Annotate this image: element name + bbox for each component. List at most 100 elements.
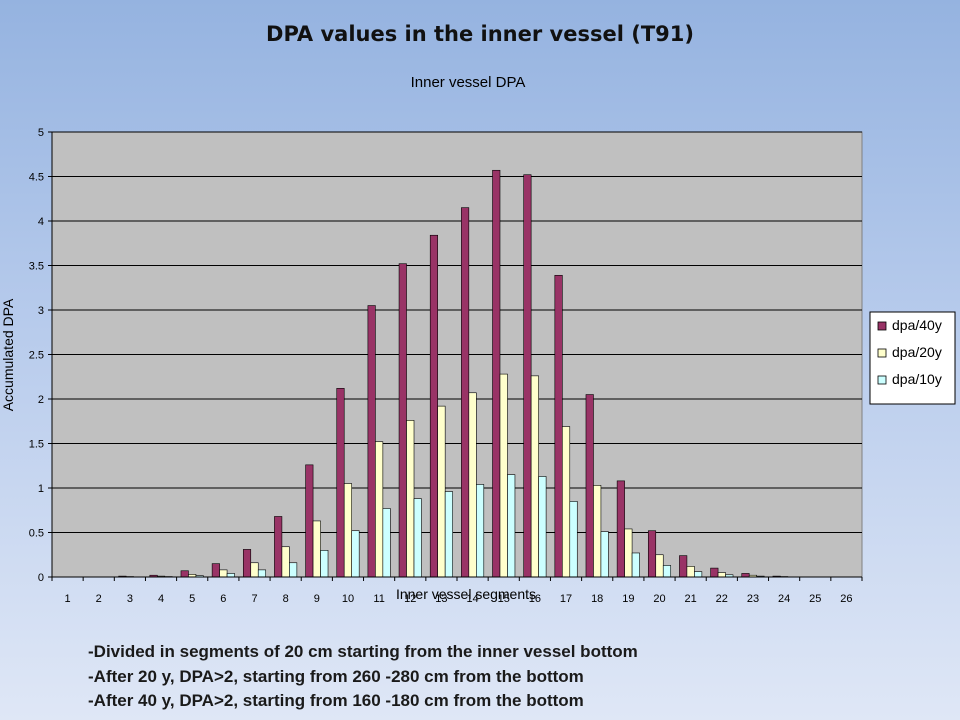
notes: -Divided in segments of 20 cm starting f… — [88, 640, 948, 714]
x-tick-label: 25 — [809, 593, 821, 605]
x-tick-label: 10 — [342, 593, 354, 605]
bar — [538, 476, 547, 578]
x-tick-label: 24 — [778, 593, 790, 605]
x-tick-label: 22 — [716, 593, 728, 605]
x-tick-label: 8 — [283, 593, 289, 605]
legend: dpa/40y dpa/20y dpa/10y — [869, 311, 956, 405]
bar — [312, 520, 321, 578]
bar — [468, 392, 477, 578]
bar — [382, 508, 391, 578]
legend-label: dpa/10y — [892, 371, 942, 387]
bar — [624, 528, 633, 578]
bar — [679, 555, 688, 578]
bar — [257, 569, 267, 578]
x-tick-labels: 1 2 3 4 5 6 7 8 9 10 11 12 13 14 15 16 17 18 19 20 21 22 23 24 2… — [65, 593, 853, 605]
bar — [499, 373, 508, 578]
note-line: -After 40 y, DPA>2, starting from 160 -1… — [88, 691, 584, 710]
legend-swatch — [877, 348, 887, 358]
y-tick-label: 4.5 — [29, 172, 44, 184]
bar — [631, 552, 640, 578]
y-tick-label: 1.5 — [29, 439, 44, 451]
note-line: -After 20 y, DPA>2, starting from 260 -2… — [88, 666, 584, 686]
x-tick-label: 4 — [158, 593, 164, 605]
x-tick-label: 21 — [685, 593, 697, 605]
legend-swatch — [877, 321, 887, 331]
bar — [492, 169, 501, 578]
slide-title: DPA values in the inner vessel (T91) — [266, 22, 694, 46]
y-tick-label: 3 — [38, 305, 44, 317]
y-tick-label: 2 — [38, 394, 44, 406]
axes — [51, 132, 863, 581]
x-tick-label: 14 — [466, 593, 478, 605]
bar — [694, 571, 703, 578]
bar — [569, 501, 578, 578]
bar — [476, 484, 485, 578]
x-tick-label: 12 — [404, 593, 416, 605]
bar — [647, 530, 657, 578]
bar — [554, 274, 563, 578]
bar — [336, 388, 345, 578]
bar — [351, 530, 360, 578]
x-tick-label: 18 — [591, 593, 603, 605]
x-tick-label: 19 — [622, 593, 634, 605]
bar — [180, 570, 189, 578]
x-tick-label: 6 — [220, 593, 226, 605]
bar — [289, 562, 298, 578]
y-tick-label: 1 — [38, 483, 44, 495]
x-tick-label: 23 — [747, 593, 759, 605]
y-tick-label: 0 — [38, 572, 44, 584]
bar — [429, 234, 438, 578]
x-tick-label: 3 — [127, 593, 133, 605]
y-tick-labels: 0 0.5 1 1.5 2 2.5 3 3.5 4 4.5 5 — [29, 127, 44, 584]
bar — [530, 375, 539, 578]
legend-label: dpa/40y — [892, 317, 942, 333]
chart: Inner vessel DPA 0 0.5 1 1.5 2 2.5 3 3.5 4 4.5 5 1… — [0, 74, 956, 605]
bar — [686, 566, 695, 578]
bar — [398, 263, 407, 578]
legend-label: dpa/20y — [892, 344, 942, 360]
bar — [274, 516, 283, 578]
bar — [437, 405, 446, 578]
x-tick-label: 26 — [840, 593, 852, 605]
x-tick-label: 7 — [251, 593, 257, 605]
x-tick-label: 15 — [498, 593, 510, 605]
bar — [561, 426, 571, 578]
x-tick-label: 9 — [314, 593, 320, 605]
bar — [507, 474, 516, 578]
x-tick-label: 13 — [435, 593, 447, 605]
bar — [717, 572, 726, 578]
y-axis-label: Accumulated DPA — [0, 298, 16, 411]
bar — [343, 483, 353, 578]
x-tick-label: 20 — [653, 593, 665, 605]
bar — [242, 549, 252, 578]
x-tick-label: 1 — [65, 593, 71, 605]
bar — [444, 491, 453, 578]
y-tick-label: 3.5 — [29, 261, 44, 273]
bar — [662, 565, 672, 578]
bar — [367, 305, 376, 578]
bar — [320, 549, 329, 578]
note-line: -Divided in segments of 20 cm starting f… — [88, 642, 638, 661]
bar — [655, 554, 664, 578]
bar — [710, 567, 719, 578]
x-tick-label: 17 — [560, 593, 572, 605]
bar — [211, 563, 220, 578]
bar — [413, 498, 422, 578]
bar — [281, 546, 290, 578]
y-tick-label: 0.5 — [29, 528, 44, 540]
bar — [375, 441, 384, 578]
bar — [305, 464, 314, 578]
x-tick-label: 2 — [96, 593, 102, 605]
x-axis-label: Inner vessel segments — [396, 586, 536, 602]
bar — [593, 485, 602, 578]
bar — [226, 573, 235, 578]
bar — [616, 480, 625, 578]
bar — [219, 569, 228, 578]
bar — [250, 562, 259, 578]
bar — [600, 531, 609, 578]
bar — [741, 573, 750, 578]
bar — [523, 174, 532, 578]
chart-title: Inner vessel DPA — [411, 74, 526, 91]
bar — [406, 420, 415, 578]
y-tick-label: 2.5 — [29, 350, 44, 362]
